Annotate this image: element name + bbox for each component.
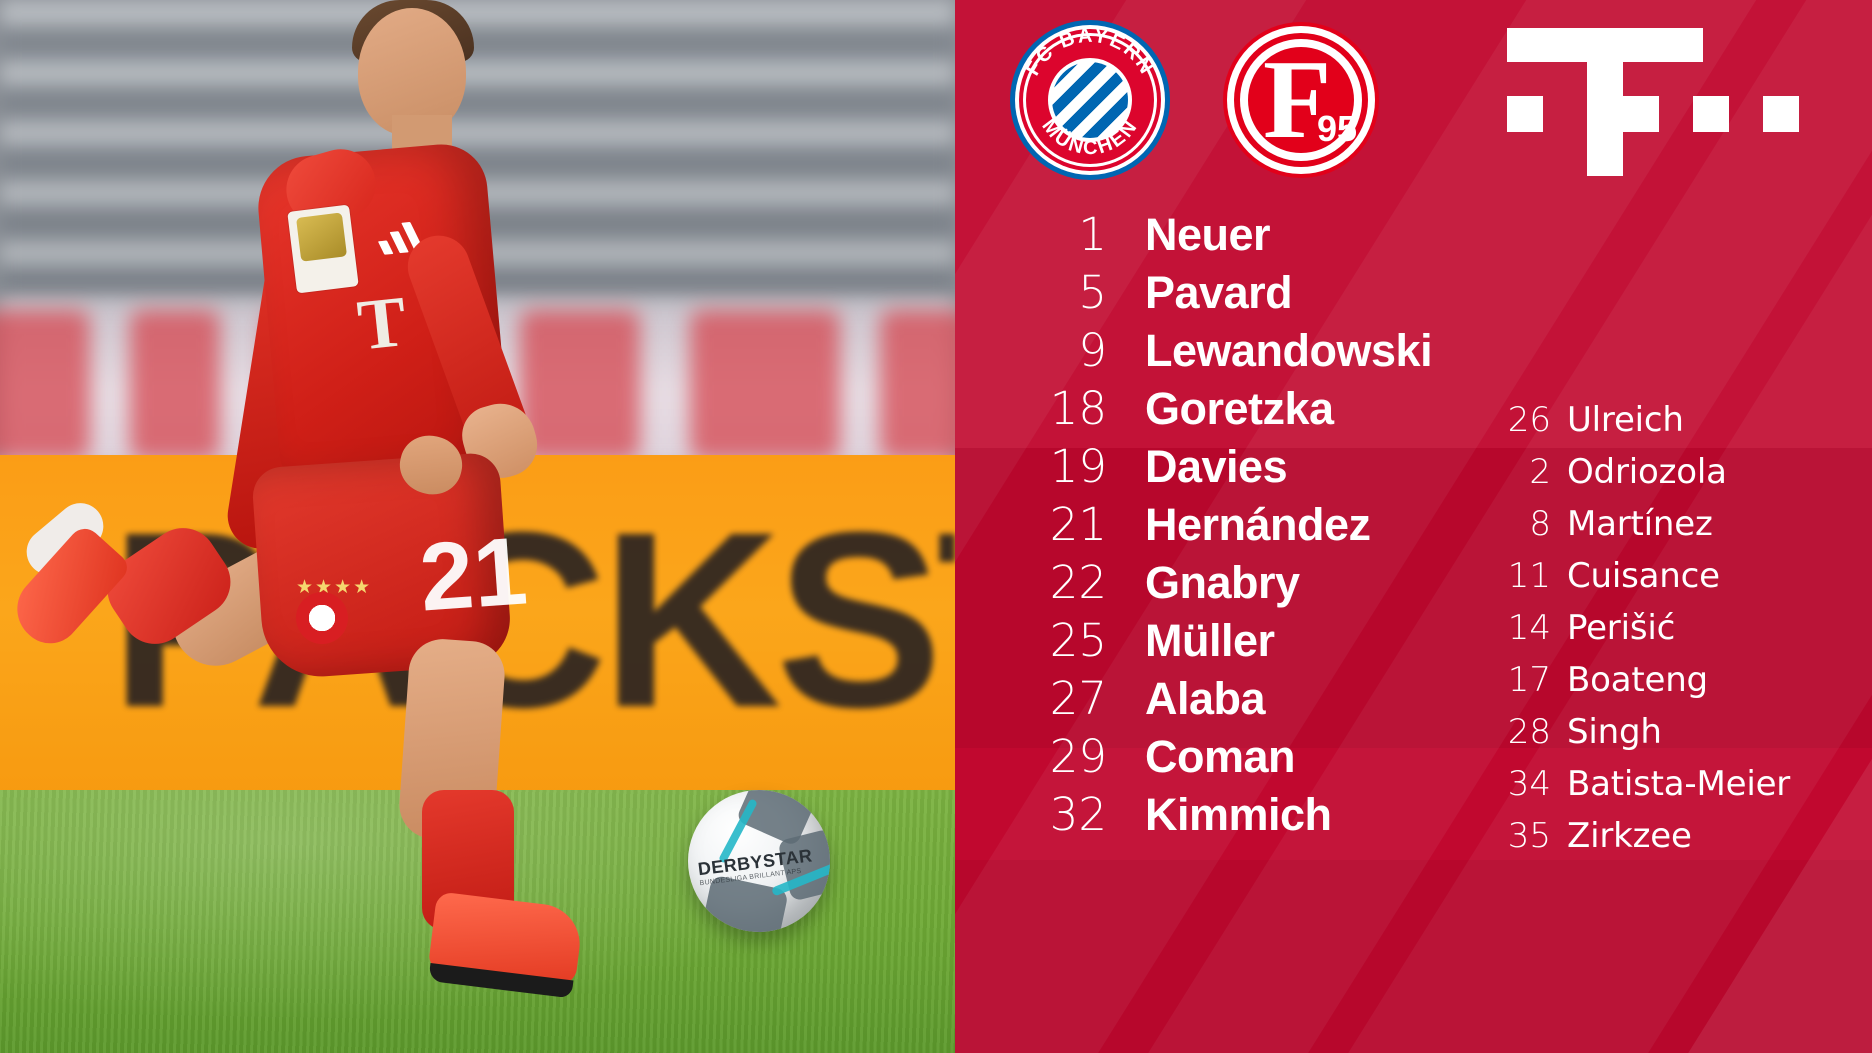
starting-player-number: 19 (1049, 440, 1107, 493)
substitute-player-number: 8 (1529, 504, 1551, 544)
substitute-player-row: 34 Batista-Meier (1489, 764, 1872, 816)
starting-player-name: Hernández (1145, 499, 1371, 550)
shorts-crest (296, 592, 348, 644)
starting-player-name: Müller (1145, 615, 1275, 666)
substitute-player-number: 34 (1507, 764, 1551, 804)
substitute-player-number: 11 (1507, 556, 1551, 596)
starting-player-number: 27 (1049, 672, 1107, 725)
starting-player-number: 18 (1049, 382, 1107, 435)
starting-player-number: 5 (1078, 266, 1107, 319)
starting-player-row: 1 Neuer (955, 208, 1515, 266)
substitute-player-row: 8 Martínez (1489, 504, 1872, 556)
substitute-player-name: Zirkzee (1567, 816, 1692, 856)
substitute-player-name: Cuisance (1567, 556, 1720, 596)
bundesliga-sleeve-badge (287, 204, 359, 294)
shorts-number: 21 (416, 517, 531, 632)
starting-player-name: Alaba (1145, 673, 1266, 724)
starting-player-row: 21 Hernández (955, 498, 1515, 556)
substitute-player-name: Batista-Meier (1567, 764, 1791, 804)
svg-text:FC BAYERN: FC BAYERN (1022, 25, 1159, 80)
substitute-player-row: 35 Zirkzee (1489, 816, 1872, 868)
starting-player-number: 1 (1078, 208, 1107, 261)
starting-player-number: 32 (1049, 788, 1107, 841)
starting-player-row: 22 Gnabry (955, 556, 1515, 614)
starting-player-number: 25 (1049, 614, 1107, 667)
crest-row: FC BAYERN MÜNCHEN F 95 (955, 0, 1872, 195)
substitute-player-number: 17 (1507, 660, 1551, 700)
starting-player-row: 32 Kimmich (955, 788, 1515, 846)
substitute-player-name: Ulreich (1567, 400, 1684, 440)
fortuna-dusseldorf-crest: F 95 (1223, 22, 1379, 178)
starting-player-name: Goretzka (1145, 383, 1334, 434)
starting-player-name: Coman (1145, 731, 1296, 782)
starting-player-number: 29 (1049, 730, 1107, 783)
substitute-player-row: 28 Singh (1489, 712, 1872, 764)
bayern-crest-lettering: FC BAYERN MÜNCHEN (1010, 20, 1170, 180)
starting-player-name: Gnabry (1145, 557, 1300, 608)
substitute-player-name: Singh (1567, 712, 1662, 752)
lineup-panel: FC BAYERN MÜNCHEN F 95 (955, 0, 1872, 1053)
starting-player-number: 22 (1049, 556, 1107, 609)
substitute-player-number: 35 (1507, 816, 1551, 856)
starting-player-name: Neuer (1145, 209, 1271, 260)
substitute-player-row: 11 Cuisance (1489, 556, 1872, 608)
svg-text:MÜNCHEN: MÜNCHEN (1037, 115, 1142, 159)
starting-player-row: 9 Lewandowski (955, 324, 1515, 382)
starting-player-row: 5 Pavard (955, 266, 1515, 324)
player-figure: T 21 ★★★★ (0, 0, 955, 1053)
substitute-player-row: 14 Perišić (1489, 608, 1872, 660)
substitute-player-number: 28 (1507, 712, 1551, 752)
starting-player-row: 18 Goretzka (955, 382, 1515, 440)
bayern-top-text: FC BAYERN (1022, 25, 1156, 80)
fc-bayern-munchen-crest: FC BAYERN MÜNCHEN (1010, 20, 1170, 180)
player-head (358, 8, 466, 136)
substitute-player-number: 26 (1507, 400, 1551, 440)
fortuna-letter: F (1263, 38, 1332, 162)
substitute-player-row: 17 Boateng (1489, 660, 1872, 712)
starting-player-row: 19 Davies (955, 440, 1515, 498)
panel-background-pattern (955, 0, 1872, 1053)
starting-player-number: 9 (1078, 324, 1107, 377)
substitute-player-name: Odriozola (1567, 452, 1727, 492)
starting-player-name: Lewandowski (1145, 325, 1433, 376)
starting-lineup-list: 1 Neuer 5 Pavard 9 Lewandowski 18 Goretzka 19 Dav… (955, 208, 1515, 846)
player-action-photo: PACKST T 21 ★★★★ (0, 0, 955, 1053)
bayern-bottom-text: MÜNCHEN (1037, 115, 1140, 159)
starting-player-number: 21 (1049, 498, 1107, 551)
substitute-player-name: Perišić (1567, 608, 1676, 648)
substitute-player-number: 14 (1507, 608, 1551, 648)
substitute-player-number: 2 (1529, 452, 1551, 492)
substitute-player-name: Martínez (1567, 504, 1713, 544)
player-right-boot (427, 891, 585, 987)
starting-player-row: 25 Müller (955, 614, 1515, 672)
match-ball: DERBYSTAR BUNDESLIGA BRILLANT APS (688, 790, 830, 932)
starting-player-name: Davies (1145, 441, 1288, 492)
starting-player-name: Kimmich (1145, 789, 1332, 840)
substitutes-list: 26 Ulreich 2 Odriozola 8 Martínez 11 Cuisance 14… (1489, 400, 1872, 868)
starting-player-name: Pavard (1145, 267, 1293, 318)
fortuna-year: 95 (1316, 108, 1357, 149)
starting-player-row: 27 Alaba (955, 672, 1515, 730)
substitute-player-row: 26 Ulreich (1489, 400, 1872, 452)
starting-player-row: 29 Coman (955, 730, 1515, 788)
substitute-player-name: Boateng (1567, 660, 1708, 700)
telekom-logo (1463, 28, 1799, 178)
substitute-player-row: 2 Odriozola (1489, 452, 1872, 504)
